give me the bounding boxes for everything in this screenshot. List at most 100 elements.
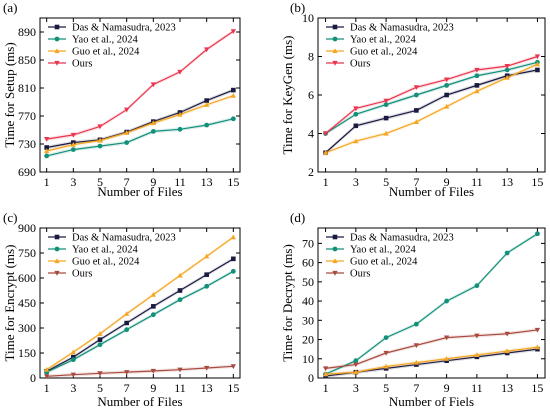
- y-tick-label: 70: [302, 236, 314, 250]
- legend-marker: [54, 24, 60, 30]
- y-tick-label: 730: [18, 137, 36, 151]
- data-point: [231, 256, 236, 262]
- series-2: [44, 92, 236, 154]
- data-point: [44, 145, 49, 150]
- legend-label: Guo et al., 2024: [72, 257, 140, 268]
- panel-label: (b): [290, 0, 305, 15]
- x-axis-title: Number of Files: [97, 184, 182, 199]
- data-point: [383, 130, 389, 136]
- data-point: [204, 47, 210, 53]
- legend-marker: [54, 270, 60, 276]
- data-point: [444, 92, 449, 98]
- y-tick-label: 10: [302, 352, 314, 366]
- y-tick-label: 850: [18, 53, 36, 67]
- series-3: [44, 29, 236, 142]
- data-point: [322, 366, 329, 372]
- data-point: [150, 291, 156, 297]
- y-axis-title: Time for Setup (ms): [2, 42, 17, 147]
- data-point: [177, 367, 183, 373]
- y-tick-label: 8: [308, 50, 314, 64]
- data-point: [177, 69, 183, 75]
- legend-label: Das & Namasudra, 2023: [72, 23, 176, 34]
- data-point: [474, 88, 480, 94]
- data-point: [97, 124, 103, 130]
- data-point: [504, 74, 510, 80]
- legend-label: Guo et al., 2024: [72, 47, 140, 58]
- x-tick-label: 11: [174, 381, 186, 395]
- data-point: [443, 77, 450, 83]
- data-point: [44, 137, 50, 142]
- x-tick-label: 7: [124, 175, 130, 189]
- y-tick-label: 900: [18, 221, 36, 235]
- x-tick-label: 15: [531, 175, 543, 189]
- data-point: [534, 344, 541, 350]
- x-tick-label: 11: [471, 381, 483, 395]
- data-point: [413, 92, 419, 98]
- series-line: [46, 118, 234, 157]
- series-1: [323, 231, 540, 377]
- legend-label: Guo et al., 2024: [350, 47, 418, 58]
- legend-marker: [332, 60, 338, 66]
- x-axis-title: Number of Fiels: [389, 394, 474, 409]
- y-tick-label: 300: [18, 321, 36, 335]
- y-tick-label: 20: [302, 333, 314, 347]
- data-point: [474, 352, 480, 357]
- series-line: [325, 61, 538, 135]
- legend-label: Yao et al., 2024: [350, 35, 416, 46]
- legend-label: Ours: [72, 59, 92, 70]
- data-point: [204, 122, 210, 128]
- data-point: [322, 371, 329, 377]
- data-point: [150, 368, 156, 374]
- data-point: [124, 130, 130, 135]
- x-tick-label: 5: [97, 381, 103, 395]
- data-point: [444, 298, 450, 304]
- data-point: [70, 357, 76, 363]
- legend-marker: [332, 36, 338, 42]
- x-tick-label: 3: [70, 175, 76, 189]
- data-point: [230, 234, 236, 240]
- series-line: [325, 233, 538, 375]
- legend-label: Ours: [350, 269, 370, 280]
- legend-marker: [332, 270, 338, 276]
- data-point: [383, 102, 389, 108]
- legend-label: Ours: [350, 59, 370, 70]
- x-tick-label: 9: [150, 381, 156, 395]
- x-tick-label: 9: [444, 381, 450, 395]
- data-point: [474, 73, 480, 79]
- x-tick-label: 13: [501, 381, 513, 395]
- series-1: [323, 59, 540, 136]
- y-tick-label: 60: [302, 256, 314, 270]
- legend-marker: [54, 60, 60, 66]
- x-tick-label: 15: [227, 381, 239, 395]
- y-tick-label: 0: [30, 371, 36, 385]
- data-point: [204, 365, 210, 371]
- legend-label: Yao et al., 2024: [350, 245, 416, 256]
- data-point: [124, 320, 129, 326]
- y-tick-label: 40: [302, 294, 314, 308]
- series-2: [322, 61, 541, 155]
- legend-marker: [54, 48, 60, 54]
- data-point: [353, 106, 359, 112]
- data-point: [124, 311, 130, 316]
- series-3: [322, 327, 541, 372]
- x-tick-label: 7: [124, 381, 130, 395]
- y-tick-label: 890: [18, 25, 36, 39]
- y-tick-label: 450: [18, 296, 36, 310]
- data-point: [413, 359, 420, 365]
- x-tick-label: 13: [201, 175, 213, 189]
- series-line: [46, 30, 234, 140]
- data-point: [204, 253, 210, 259]
- data-point: [413, 321, 419, 327]
- panel-label: (d): [290, 210, 305, 225]
- data-point: [353, 111, 359, 117]
- data-point: [124, 107, 130, 113]
- data-point: [97, 143, 103, 149]
- series-band: [46, 235, 234, 372]
- legend-marker: [332, 48, 338, 54]
- x-tick-label: 1: [323, 381, 329, 395]
- data-point: [353, 138, 359, 144]
- data-point: [383, 350, 389, 356]
